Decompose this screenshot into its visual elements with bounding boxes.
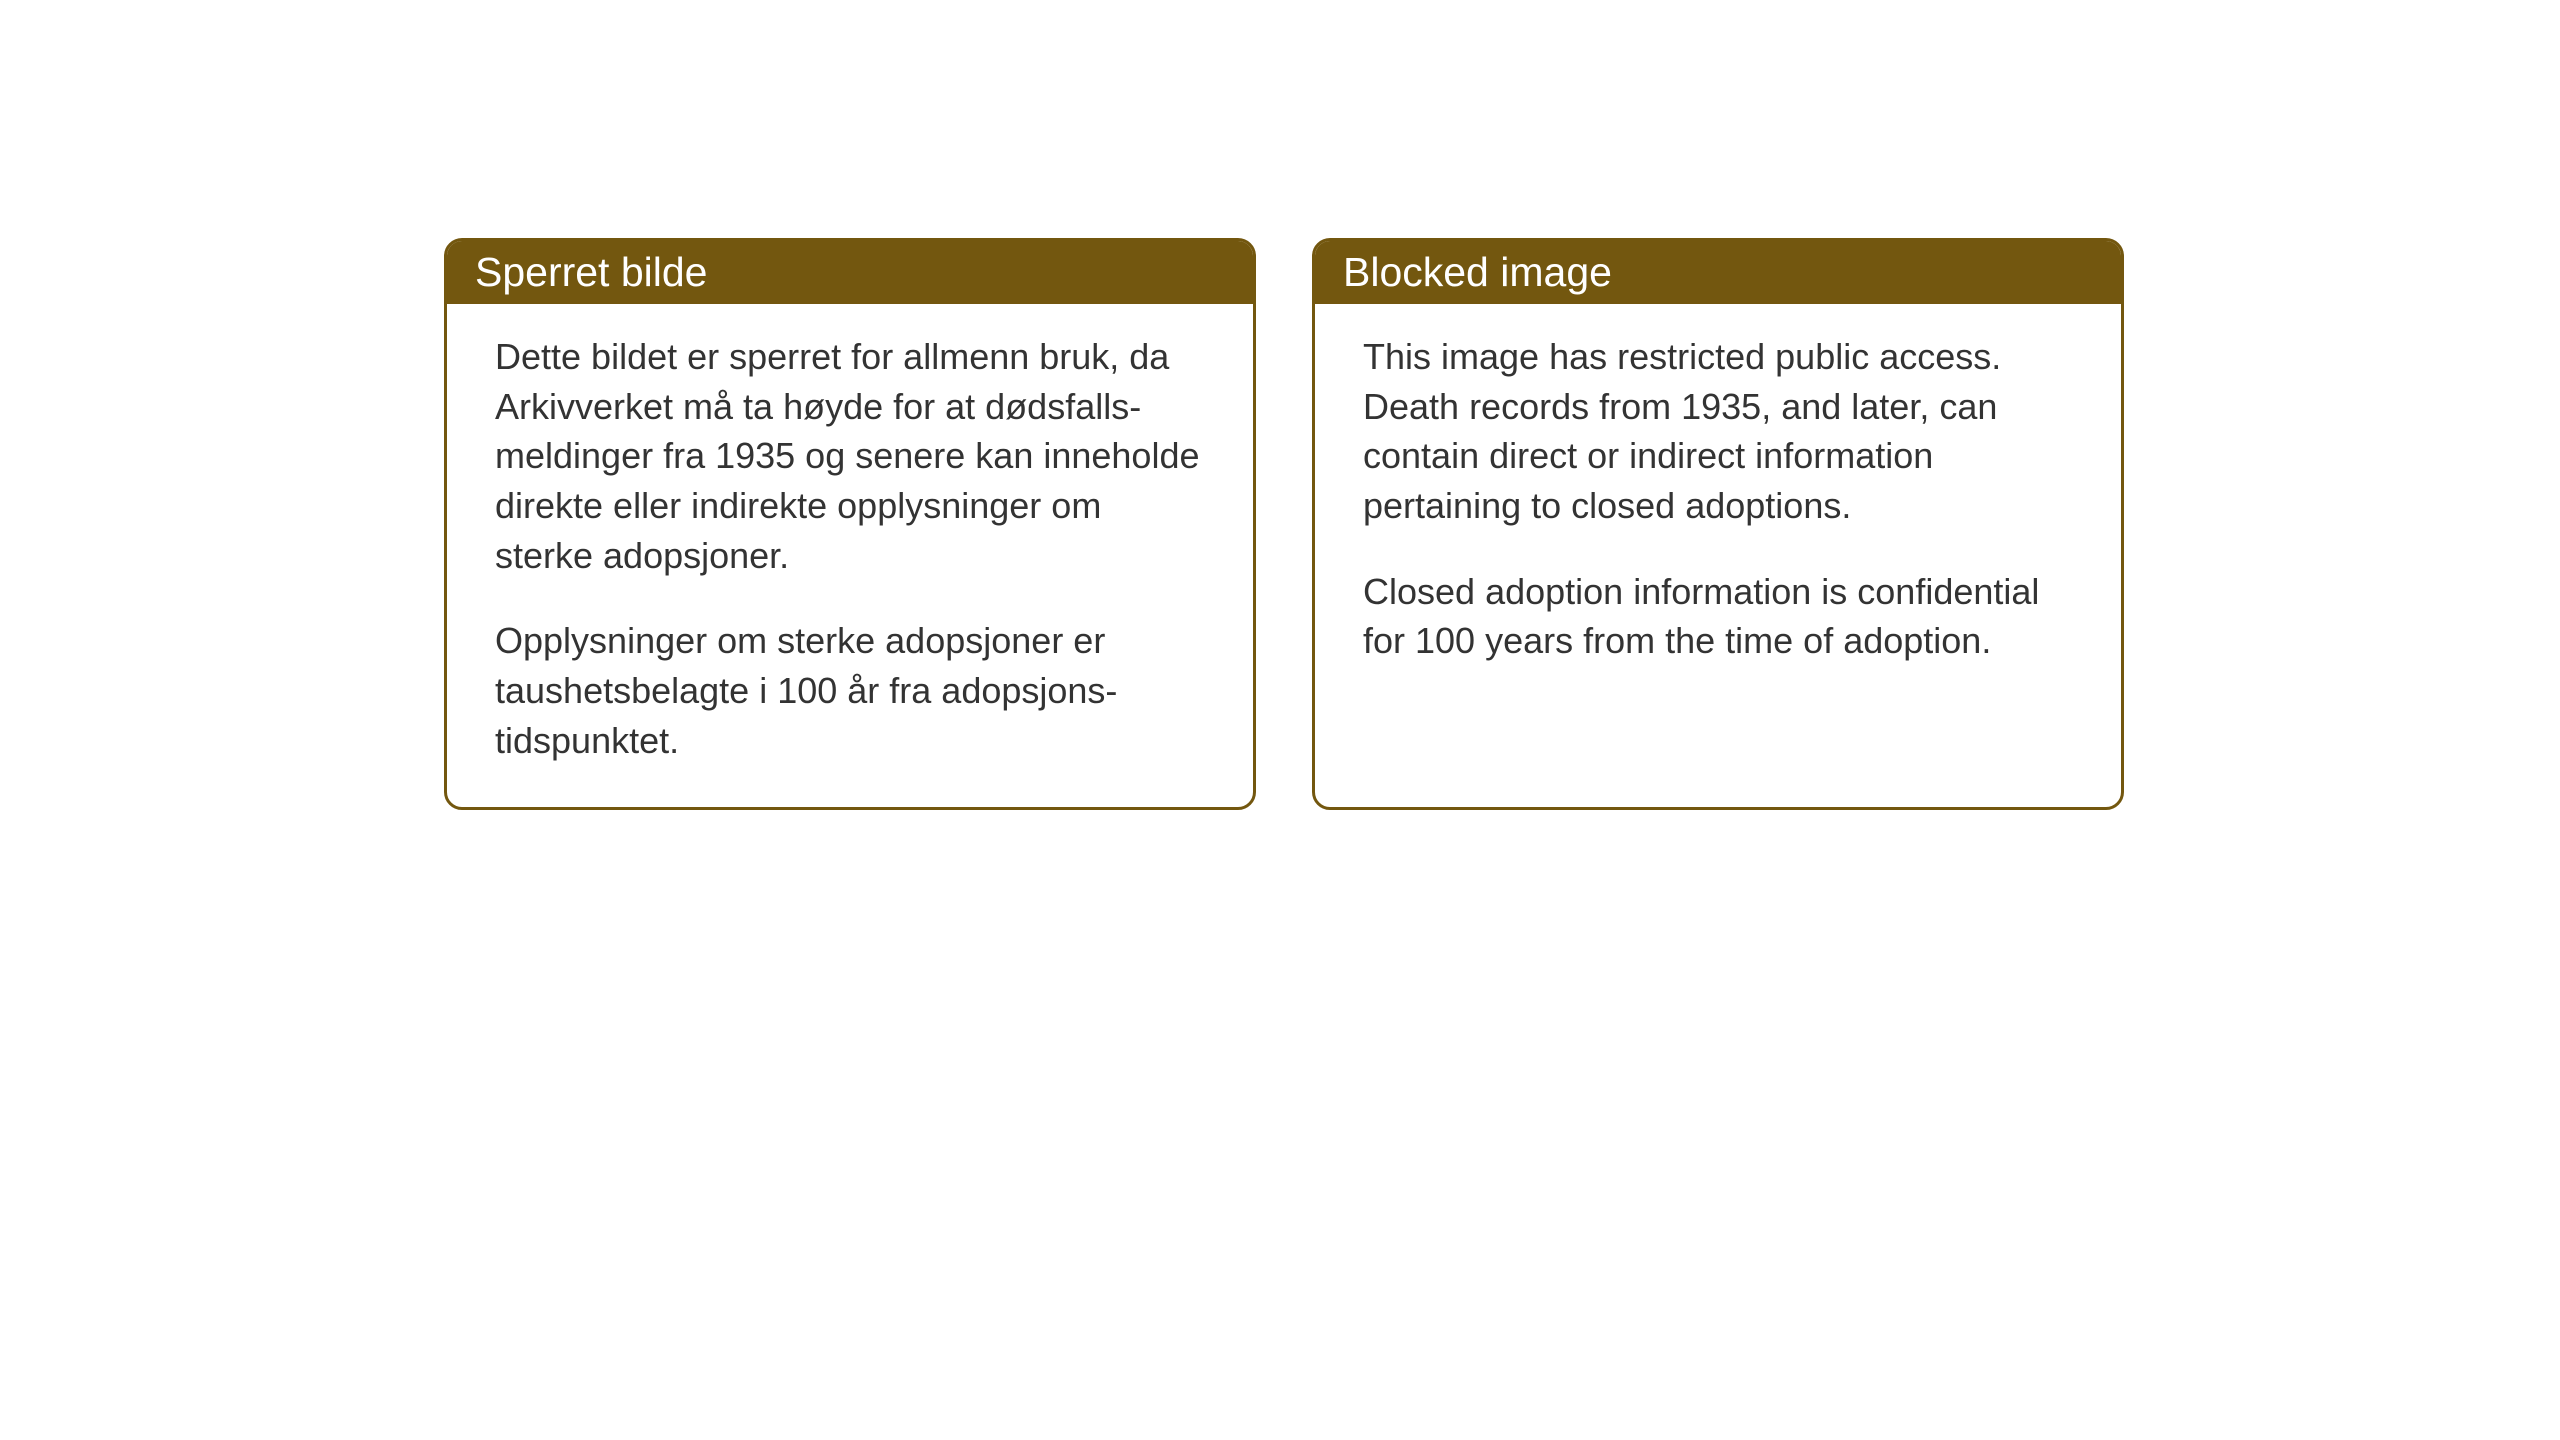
notice-paragraph-norwegian-2: Opplysninger om sterke adopsjoner er tau… bbox=[495, 616, 1205, 765]
notice-card-norwegian: Sperret bilde Dette bildet er sperret fo… bbox=[444, 238, 1256, 810]
notice-paragraph-english-2: Closed adoption information is confident… bbox=[1363, 567, 2073, 666]
notice-title-norwegian: Sperret bilde bbox=[447, 241, 1253, 304]
notice-title-english: Blocked image bbox=[1315, 241, 2121, 304]
notice-paragraph-norwegian-1: Dette bildet er sperret for allmenn bruk… bbox=[495, 332, 1205, 580]
notice-body-english: This image has restricted public access.… bbox=[1315, 304, 2121, 708]
notice-body-norwegian: Dette bildet er sperret for allmenn bruk… bbox=[447, 304, 1253, 807]
notice-paragraph-english-1: This image has restricted public access.… bbox=[1363, 332, 2073, 531]
notice-container: Sperret bilde Dette bildet er sperret fo… bbox=[444, 238, 2124, 810]
notice-card-english: Blocked image This image has restricted … bbox=[1312, 238, 2124, 810]
